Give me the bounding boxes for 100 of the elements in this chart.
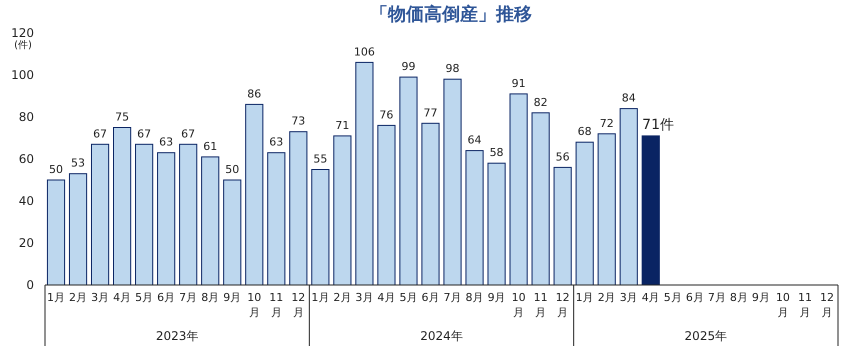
x-tick-label: 10月: [247, 291, 262, 319]
data-label: 67: [93, 127, 108, 140]
y-tick-label: 40: [18, 194, 34, 208]
data-label: 67: [181, 127, 196, 140]
bar: [355, 62, 374, 286]
x-tick-label: 5月: [135, 291, 154, 304]
bar: [598, 133, 616, 286]
bar: [223, 180, 242, 286]
x-tick-label: 6月: [157, 291, 176, 304]
x-tick-label: 7月: [444, 291, 462, 304]
x-tick-label: 7月: [708, 291, 726, 304]
bar: [620, 108, 638, 286]
data-label: 91: [512, 76, 526, 90]
text: 2025年: [684, 329, 728, 343]
x-tick-label: 5月: [664, 291, 682, 304]
x-tick-label: 9月: [752, 291, 770, 304]
data-label: 63: [269, 136, 284, 149]
x-tick-label: 1月: [47, 291, 66, 304]
data-label: 82: [534, 96, 548, 109]
x-tick-label: 8月: [201, 291, 220, 304]
x-tick-label: 6月: [421, 291, 440, 304]
bar: [68, 173, 88, 286]
x-tick-label: 2月: [598, 291, 616, 304]
data-label: 84: [622, 92, 636, 105]
x-tick-label: 12月: [820, 291, 834, 319]
y-tick-label: 60: [18, 152, 34, 166]
bar: [532, 112, 550, 286]
bar: [642, 135, 660, 286]
bar: [135, 144, 154, 286]
data-label: 71件: [642, 116, 674, 133]
data-label: 58: [490, 146, 504, 160]
x-tick-label: 2月: [69, 291, 88, 304]
bar: [289, 131, 308, 286]
data-label: 64: [468, 134, 482, 147]
x-tick-label: 8月: [466, 291, 484, 304]
x-tick-label: 1月: [311, 291, 330, 304]
text: 2023年: [156, 329, 198, 343]
x-tick-label: 2月: [333, 291, 352, 304]
bar: [113, 127, 132, 286]
x-tick-label: 3月: [620, 291, 638, 304]
x-tick-label: 4月: [642, 291, 660, 304]
x-tick-label: 9月: [223, 291, 242, 304]
bar: [554, 166, 572, 286]
x-tick-label: 10月: [776, 291, 790, 319]
data-label: 68: [578, 125, 592, 138]
data-label: 99: [401, 60, 416, 74]
bar: [267, 152, 286, 286]
x-tick-label: 7月: [179, 291, 198, 304]
bar: [487, 162, 506, 286]
chart-title: 「物価高倒産」推移: [370, 4, 532, 25]
data-label: 50: [225, 163, 240, 176]
y-tick-label: 0: [26, 278, 34, 292]
bar: [421, 122, 440, 286]
x-tick-label: 11月: [269, 291, 284, 319]
bar: [510, 93, 528, 286]
bar: [465, 150, 484, 286]
x-tick-label: 9月: [488, 291, 506, 304]
bar: [311, 169, 330, 286]
data-label: 98: [446, 62, 460, 76]
y-tick-label: 80: [18, 110, 34, 124]
y-tick-label: 100: [11, 68, 34, 82]
bar: [46, 180, 66, 286]
data-label: 106: [354, 45, 375, 58]
x-tick-label: 4月: [377, 291, 396, 304]
data-label: 53: [71, 156, 86, 170]
y-tick-label: 20: [18, 236, 34, 250]
bar: [179, 144, 198, 286]
data-label: 77: [423, 106, 438, 120]
y-tick-label: 120: [11, 26, 34, 40]
data-label: 56: [556, 150, 570, 164]
x-tick-label: 3月: [355, 291, 374, 304]
bar: [399, 76, 418, 286]
data-label: 71: [335, 118, 350, 132]
data-label: 75: [115, 110, 130, 124]
data-label: 73: [291, 114, 306, 128]
x-tick-label: 1月: [576, 291, 594, 304]
x-tick-label: 11月: [798, 291, 812, 319]
bar: [245, 104, 264, 286]
x-tick-label: 11月: [534, 291, 548, 319]
text: 2024年: [420, 329, 463, 343]
data-label: 72: [600, 116, 614, 130]
data-label: 67: [137, 127, 152, 140]
x-tick-label: 4月: [113, 291, 132, 304]
bar: [443, 78, 462, 286]
data-label: 63: [159, 136, 174, 149]
data-label: 55: [313, 152, 328, 166]
bar: [201, 156, 220, 286]
data-label: 86: [247, 87, 262, 100]
bar: [576, 142, 594, 286]
data-label: 50: [49, 163, 64, 176]
y-axis-title: (件): [14, 40, 32, 51]
bar: [377, 124, 396, 286]
x-tick-label: 8月: [730, 291, 748, 304]
bar: [90, 144, 110, 286]
x-tick-label: 10月: [512, 291, 526, 319]
bar: [157, 152, 176, 286]
x-tick-label: 3月: [91, 291, 110, 304]
x-tick-label: 12月: [291, 291, 306, 319]
data-label: 61: [203, 140, 218, 153]
x-tick-label: 5月: [399, 291, 418, 304]
